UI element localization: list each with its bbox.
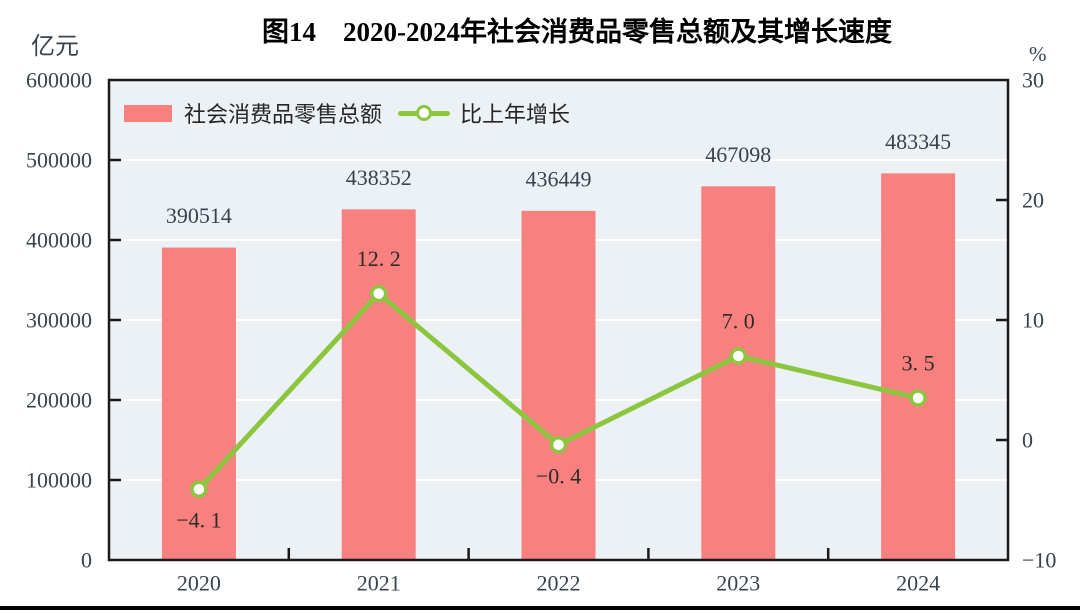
right-axis-tick-label--10: −10 [1022,548,1056,573]
bar-value-label-2024: 483345 [885,129,951,154]
bar-2020 [161,247,236,560]
chart-legend: 社会消费品零售总额 比上年增长 [124,97,570,129]
bar-value-label-2021: 438352 [346,165,412,190]
legend-line-sample-icon [398,105,451,121]
x-axis-label-2020: 2020 [177,571,221,596]
left-axis-tick-label-0: 0 [81,548,92,573]
bar-2021 [341,209,416,560]
bar-value-label-2022: 436449 [526,166,592,191]
bar-2022 [521,210,596,560]
bar-2023 [701,186,776,560]
chart-title: 图14 2020-2024年社会消费品零售总额及其增长速度 [262,17,892,47]
left-axis-unit-label: 亿元 [31,34,79,60]
growth-value-label-2022: −0. 4 [536,463,581,488]
growth-value-label-2024: 3. 5 [902,351,935,376]
right-axis-tick-label-0: 0 [1022,428,1033,453]
legend-bar-label: 社会消费品零售总额 [184,102,383,127]
right-axis-unit-label: % [1029,42,1047,66]
right-axis-tick-label-10: 10 [1022,308,1044,333]
growth-marker-2022 [549,436,568,454]
growth-marker-2023 [729,347,748,365]
left-axis-tick-label-500000: 500000 [26,148,92,173]
left-axis-tick-label-600000: 600000 [26,68,92,93]
growth-marker-2020 [190,480,208,498]
right-axis-tick-label-30: 30 [1022,68,1044,93]
x-axis-label-2024: 2024 [896,571,940,596]
left-axis-tick-label-300000: 300000 [26,308,92,333]
x-axis-label-2023: 2023 [716,571,760,596]
plot-border [107,78,1010,562]
left-axis-tick-label-200000: 200000 [26,388,92,413]
bar-value-label-2020: 390514 [166,203,232,228]
legend-bar-swatch-icon [124,104,172,122]
growth-value-label-2021: 12. 2 [357,246,401,271]
left-axis-tick-label-400000: 400000 [26,228,92,253]
legend-line-marker-icon [416,105,433,121]
page-bottom-divider [0,606,1080,610]
right-axis-tick-label-20: 20 [1022,188,1044,213]
growth-marker-2021 [369,284,388,303]
x-axis-label-2022: 2022 [537,571,581,596]
bar-value-label-2023: 467098 [705,142,771,167]
growth-value-label-2020: −4. 1 [176,508,221,533]
left-axis-tick-label-100000: 100000 [26,468,92,493]
growth-value-label-2023: 7. 0 [722,309,755,334]
x-axis-label-2021: 2021 [357,571,401,596]
growth-marker-2024 [909,389,927,407]
legend-line-label: 比上年增长 [460,102,571,127]
bar-2024 [881,173,956,560]
